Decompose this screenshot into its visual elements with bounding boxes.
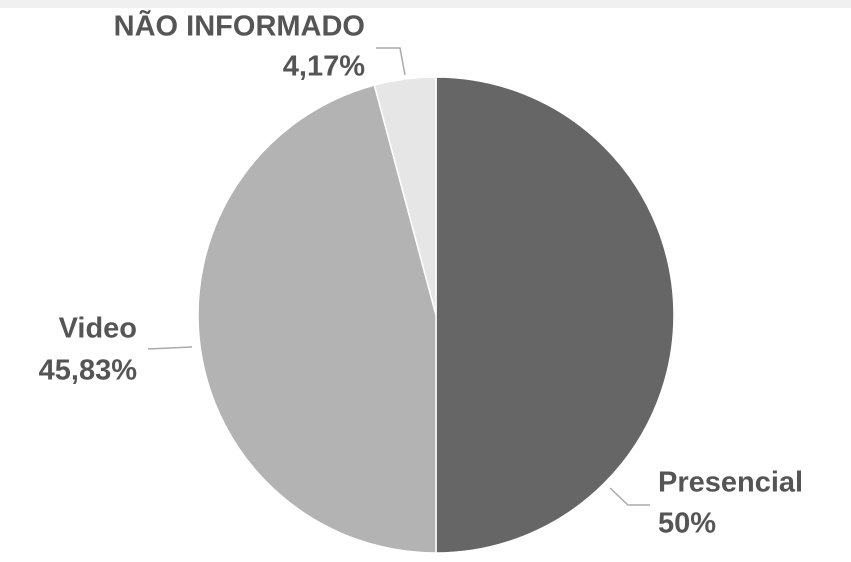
slice-label: NÃO INFORMADO bbox=[114, 9, 365, 43]
pie-slice bbox=[197, 84, 437, 554]
slice-value-label: 50% bbox=[658, 508, 716, 540]
pie-slice bbox=[373, 76, 437, 316]
slice-value-label: 4,17% bbox=[283, 51, 365, 83]
top-band bbox=[0, 0, 851, 8]
slice-label: Presencial bbox=[658, 467, 803, 499]
leader-line bbox=[609, 487, 650, 506]
slice-label: Video bbox=[59, 313, 137, 345]
pie-slice bbox=[435, 76, 675, 554]
slice-value-label: 45,83% bbox=[39, 355, 138, 387]
leader-line bbox=[147, 346, 193, 350]
leader-line bbox=[376, 47, 406, 76]
